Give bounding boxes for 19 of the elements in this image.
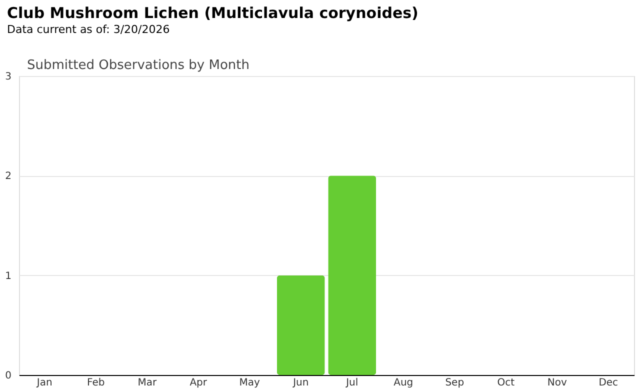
y-tick-label: 3	[5, 72, 12, 82]
y-tick-label: 1	[5, 270, 12, 282]
chart-title: Club Mushroom Lichen (Multiclavula corynoides)	[7, 4, 418, 22]
x-tick-label: Feb	[87, 378, 105, 388]
x-tick-label: Jul	[345, 378, 358, 388]
x-tick-label: Nov	[547, 378, 567, 388]
x-tick-label: Dec	[598, 378, 618, 388]
x-tick-label: Oct	[497, 378, 515, 388]
x-tick-label: Mar	[138, 378, 158, 388]
y-tick-label: 2	[5, 171, 12, 182]
x-tick-label: Aug	[394, 378, 414, 388]
x-tick-label: Sep	[445, 378, 464, 388]
x-tick-label: Apr	[190, 378, 208, 388]
text: Submitted Observations by Month	[27, 58, 250, 73]
chart-subtitle: Data current as of: 3/20/2026	[7, 23, 170, 36]
x-tick-label: Jun	[292, 378, 309, 388]
x-tick-label: Jan	[36, 378, 52, 388]
y-tick-label: 0	[5, 370, 12, 382]
x-tick-label: May	[239, 378, 260, 388]
